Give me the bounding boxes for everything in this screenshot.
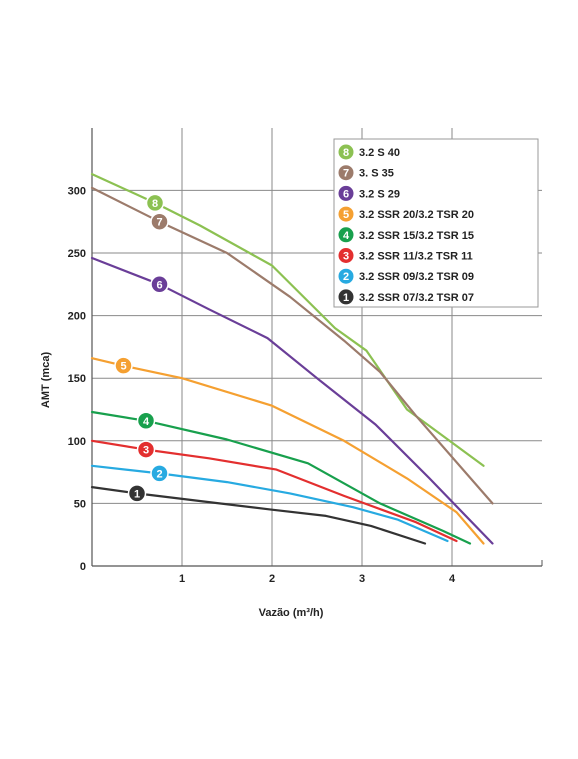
legend-badge-label-6: 6 xyxy=(343,188,349,200)
y-tick-label-200: 200 xyxy=(68,311,86,323)
series-badge-3 xyxy=(136,440,156,459)
legend-entry-4: 3.2 SSR 15/3.2 TSR 15 xyxy=(359,230,474,242)
series-badge-label-7: 7 xyxy=(156,217,162,229)
legend-badge-7 xyxy=(338,165,354,181)
series-badge-label-5: 5 xyxy=(120,361,126,373)
legend-badge-label-5: 5 xyxy=(343,209,349,221)
x-tick-label-4: 4 xyxy=(449,573,456,585)
legend-entry-8: 3.2 S 40 xyxy=(359,147,400,159)
legend-badge-label-4: 4 xyxy=(343,230,350,242)
legend-badge-1 xyxy=(338,289,354,305)
legend-box xyxy=(333,138,539,308)
series-badge-4 xyxy=(136,411,156,431)
series-badges: 8 7 6 5 4 32 1 xyxy=(114,193,169,503)
y-tick-label-150: 150 xyxy=(68,373,86,385)
series-badge-label-3: 3 xyxy=(143,445,149,457)
legend-entry-6: 3.2 S 29 xyxy=(359,188,400,200)
series-badge-7 xyxy=(150,212,169,231)
legend-badge-label-2: 2 xyxy=(343,271,349,283)
series-badge-8 xyxy=(145,193,165,213)
legend-badge-3 xyxy=(338,248,354,263)
series-badge-6 xyxy=(150,275,169,294)
y-tick-label-100: 100 xyxy=(68,436,86,448)
x-axis-title: Vazão (m³/h) xyxy=(259,607,324,619)
x-tick-label-3: 3 xyxy=(359,573,365,585)
series-badge-label-1: 1 xyxy=(134,488,140,500)
series-badge-label-6: 6 xyxy=(156,279,162,291)
y-tick-label-300: 300 xyxy=(68,185,86,197)
series-line-4 xyxy=(90,410,472,545)
legend-entry-2: 3.2 SSR 09/3.2 TSR 09 xyxy=(359,271,474,283)
series-badge-5 xyxy=(114,356,133,375)
legend-badge-label-1: 1 xyxy=(343,292,349,304)
series-badge-label-4: 4 xyxy=(143,416,150,428)
legend-badge-label-3: 3 xyxy=(343,251,349,263)
legend-entry-5: 3.2 SSR 20/3.2 TSR 20 xyxy=(359,209,474,221)
legend-badge-label-7: 7 xyxy=(343,168,349,180)
legend-badge-2 xyxy=(338,268,354,284)
series-line-7 xyxy=(90,186,494,505)
series-line-5 xyxy=(90,357,485,545)
series-badge-label-8: 8 xyxy=(152,198,158,210)
legend-entry-3: 3.2 SSR 11/3.2 TSR 11 xyxy=(359,251,473,263)
legend-badge-4 xyxy=(338,227,354,243)
y-tick-label-0: 0 xyxy=(80,561,86,573)
x-tick-label-1: 1 xyxy=(179,573,185,585)
x-tick-label-2: 2 xyxy=(269,573,275,585)
series-badge-1 xyxy=(127,484,147,503)
y-axis-title: AMT (mca) xyxy=(40,352,52,409)
axes xyxy=(91,128,543,567)
legend-badge-6 xyxy=(338,185,354,201)
series-badge-label-2: 2 xyxy=(156,468,162,480)
legend: 8 3.2 S 40 7 3. S 35 6 3.2 S 29 5 3.2 SSR 20/3.… xyxy=(333,138,539,308)
series-badge-2 xyxy=(150,464,169,483)
legend-badge-5 xyxy=(338,206,354,222)
legend-badge-label-8: 8 xyxy=(343,147,349,159)
legend-entry-7: 3. S 35 xyxy=(359,168,394,180)
y-tick-label-50: 50 xyxy=(74,498,86,510)
y-tick-label-250: 250 xyxy=(68,248,86,260)
legend-entry-1: 3.2 SSR 07/3.2 TSR 07 xyxy=(359,292,474,304)
legend-badge-8 xyxy=(338,144,354,160)
